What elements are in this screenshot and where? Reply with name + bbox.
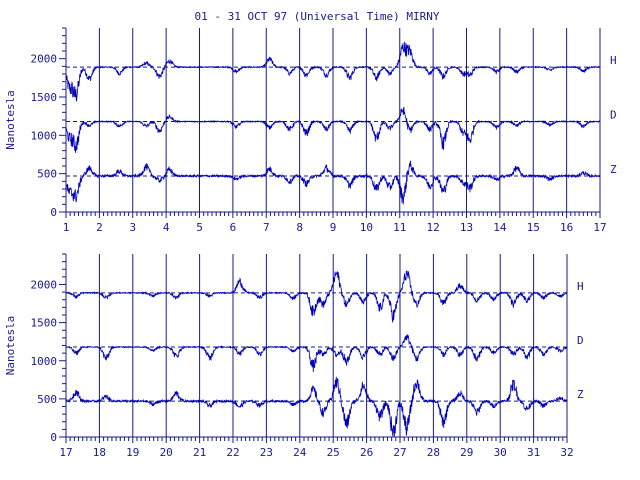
x-tick-label: 25 — [327, 446, 340, 459]
component-label-Z: Z — [610, 163, 617, 176]
y-axis-label: Nanotesla — [4, 90, 17, 150]
x-tick-label: 17 — [593, 221, 606, 234]
x-tick-label: 13 — [460, 221, 473, 234]
component-label-Z: Z — [577, 388, 584, 401]
y-tick-label: 2000 — [31, 53, 58, 66]
y-tick-label: 1500 — [31, 317, 58, 330]
x-tick-label: 23 — [260, 446, 273, 459]
x-tick-label: 18 — [93, 446, 106, 459]
x-tick-label: 16 — [560, 221, 573, 234]
trace-D — [65, 106, 601, 153]
y-axis-label: Nanotesla — [4, 316, 17, 376]
component-label-H: H — [610, 54, 617, 67]
y-tick-label: 1500 — [31, 91, 58, 104]
y-tick-label: 500 — [37, 168, 57, 181]
y-tick-label: 500 — [37, 393, 57, 406]
x-tick-label: 24 — [293, 446, 307, 459]
x-tick-label: 27 — [393, 446, 406, 459]
x-tick-label: 19 — [126, 446, 139, 459]
x-tick-label: 2 — [96, 221, 103, 234]
x-tick-label: 3 — [129, 221, 136, 234]
x-tick-label: 26 — [360, 446, 373, 459]
x-tick-label: 22 — [226, 446, 239, 459]
x-tick-label: 5 — [196, 221, 203, 234]
component-label-H: H — [577, 280, 584, 293]
y-tick-label: 1000 — [31, 129, 58, 142]
x-tick-label: 21 — [193, 446, 206, 459]
x-tick-label: 15 — [527, 221, 540, 234]
x-tick-label: 28 — [427, 446, 440, 459]
x-tick-label: 29 — [460, 446, 473, 459]
x-tick-label: 17 — [59, 446, 72, 459]
x-tick-label: 10 — [360, 221, 373, 234]
component-label-D: D — [610, 109, 617, 122]
x-tick-label: 32 — [560, 446, 573, 459]
x-tick-label: 7 — [263, 221, 270, 234]
trace-D — [65, 333, 568, 373]
trace-H — [65, 270, 568, 323]
y-tick-label: 0 — [50, 431, 57, 444]
x-tick-label: 20 — [160, 446, 173, 459]
trace-H — [65, 41, 601, 103]
x-tick-label: 31 — [527, 446, 540, 459]
x-tick-label: 12 — [427, 221, 440, 234]
y-tick-label: 0 — [50, 206, 57, 219]
x-tick-label: 11 — [393, 221, 406, 234]
panel-oct-17-32: 17 18 19 20 21 22 23 24 25 26 27 28 29 30 31 32 0 500 1000… — [4, 253, 584, 459]
x-tick-label: 9 — [330, 221, 337, 234]
x-tick-label: 30 — [494, 446, 507, 459]
x-tick-label: 8 — [296, 221, 303, 234]
y-tick-label: 2000 — [31, 279, 58, 292]
chart-title: 01 - 31 OCT 97 (Universal Time) MIRNY — [194, 10, 439, 23]
x-tick-label: 1 — [63, 221, 70, 234]
trace-Z — [65, 376, 568, 438]
trace-Z — [65, 160, 601, 205]
x-tick-label: 14 — [493, 221, 507, 234]
y-tick-label: 1000 — [31, 355, 58, 368]
component-label-D: D — [577, 334, 584, 347]
x-tick-label: 4 — [163, 221, 170, 234]
x-tick-label: 6 — [230, 221, 237, 234]
panel-oct-01-17: 1 2 3 4 5 6 7 8 9 10 11 12 13 14 15 16 17050010001500200… — [4, 27, 617, 234]
